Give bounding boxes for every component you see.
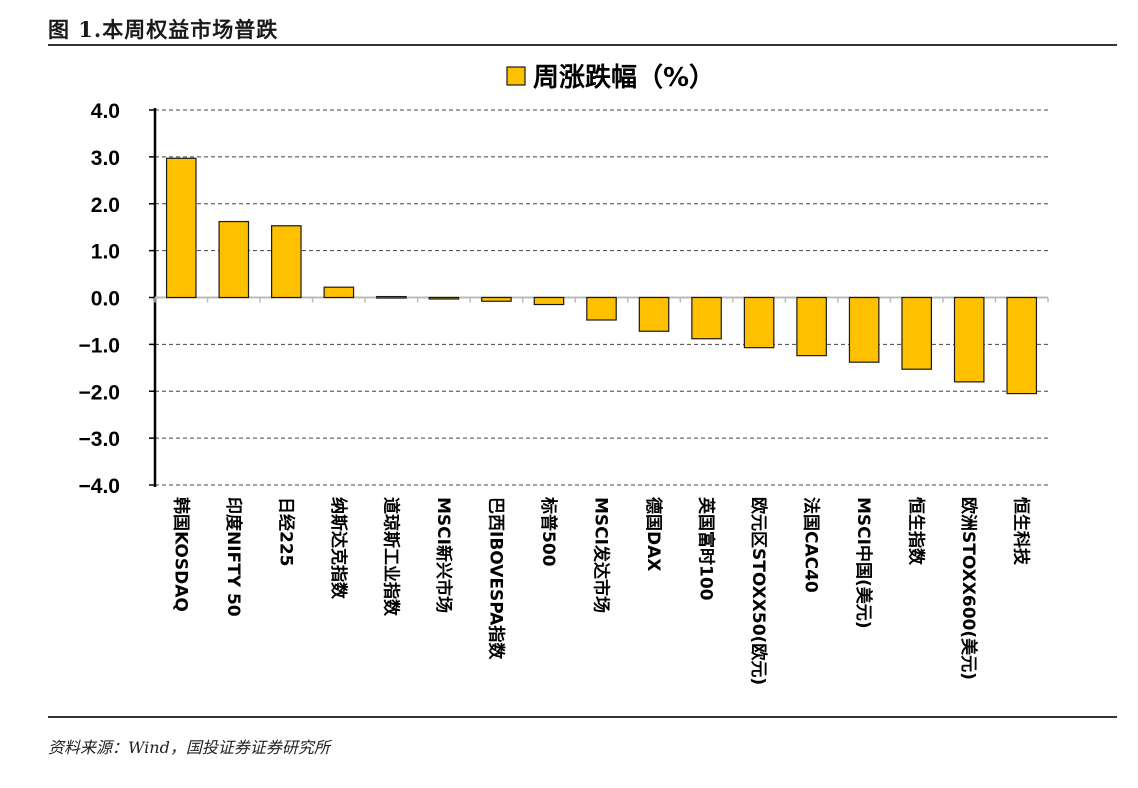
- category-label-14: 恒生指数: [906, 497, 927, 566]
- category-labels: 韩国KOSDAQ 印度NIFTY 50 日经225 纳斯达克指数 道琼斯工业指数 MSCI…: [170, 497, 1031, 685]
- bar-chart: 4.0 3.0 2.0 1.0 0.0 −1.0 −2.0 −3.0 −4.0 韩国KOSDAQ…: [79, 63, 1049, 685]
- legend-label: 周涨跌幅（%）: [533, 63, 715, 93]
- category-label-10: 英国富时100: [696, 497, 717, 601]
- category-label-12: 法国CAC40: [801, 497, 822, 593]
- figure-title: 图 1.本周权益市场普跌: [48, 17, 279, 42]
- bar-10: [691, 296, 722, 340]
- category-label-7: 标普500: [538, 497, 559, 567]
- bar-3: [323, 286, 355, 299]
- bar-1: [218, 220, 250, 299]
- category-label-8: MSCI发达市场: [591, 497, 612, 613]
- grid-lines: [155, 109, 1048, 486]
- category-label-9: 德国DAX: [643, 497, 664, 571]
- y-tick-label: −2.0: [79, 381, 120, 404]
- y-tick-label: 2.0: [91, 194, 120, 217]
- category-label-5: MSCI新兴市场: [433, 497, 454, 613]
- source-note: 资料来源：Wind，国投证券证券研究所: [48, 738, 330, 757]
- bar-6: [481, 296, 512, 302]
- y-tick-label: 1.0: [91, 241, 120, 264]
- bar-16: [1006, 296, 1038, 395]
- y-tick-label: −1.0: [79, 334, 120, 357]
- legend-swatch: [506, 66, 526, 86]
- category-label-6: 巴西IBOVESPA指数: [485, 497, 506, 660]
- bar-4: [376, 295, 407, 299]
- bar-0: [165, 157, 197, 299]
- y-tick-label: 3.0: [91, 147, 120, 170]
- bar-8: [586, 296, 617, 321]
- bar-14: [901, 296, 932, 370]
- bar-12: [796, 296, 827, 357]
- legend: 周涨跌幅（%）: [506, 63, 715, 93]
- y-tick-labels: 4.0 3.0 2.0 1.0 0.0 −1.0 −2.0 −3.0 −4.0: [79, 100, 120, 498]
- y-tick-label: 4.0: [91, 100, 120, 123]
- category-label-4: 道琼斯工业指数: [380, 497, 401, 617]
- category-label-11: 欧元区STOXX50(欧元): [748, 497, 769, 685]
- bar-7: [533, 296, 565, 306]
- bar-9: [638, 296, 670, 332]
- category-label-0: 韩国KOSDAQ: [170, 497, 191, 612]
- y-tick-label: −4.0: [79, 475, 120, 498]
- category-label-2: 日经225: [275, 497, 296, 567]
- bar-13: [848, 296, 880, 363]
- top-rule: [48, 44, 1117, 46]
- category-label-15: 欧洲STOXX600(美元): [958, 497, 979, 680]
- y-tick-label: 0.0: [91, 288, 120, 311]
- category-label-3: 纳斯达克指数: [328, 497, 349, 600]
- y-tick-label: −3.0: [79, 428, 120, 451]
- bar-11: [743, 296, 775, 349]
- category-label-1: 印度NIFTY 50: [223, 497, 244, 617]
- category-label-16: 恒生科技: [1011, 497, 1032, 566]
- category-label-13: MSCI中国(美元): [853, 497, 874, 629]
- bar-2: [271, 225, 302, 299]
- bar-5: [428, 296, 460, 300]
- bars: [165, 157, 1038, 395]
- bar-15: [953, 296, 985, 383]
- bottom-rule: [48, 716, 1117, 718]
